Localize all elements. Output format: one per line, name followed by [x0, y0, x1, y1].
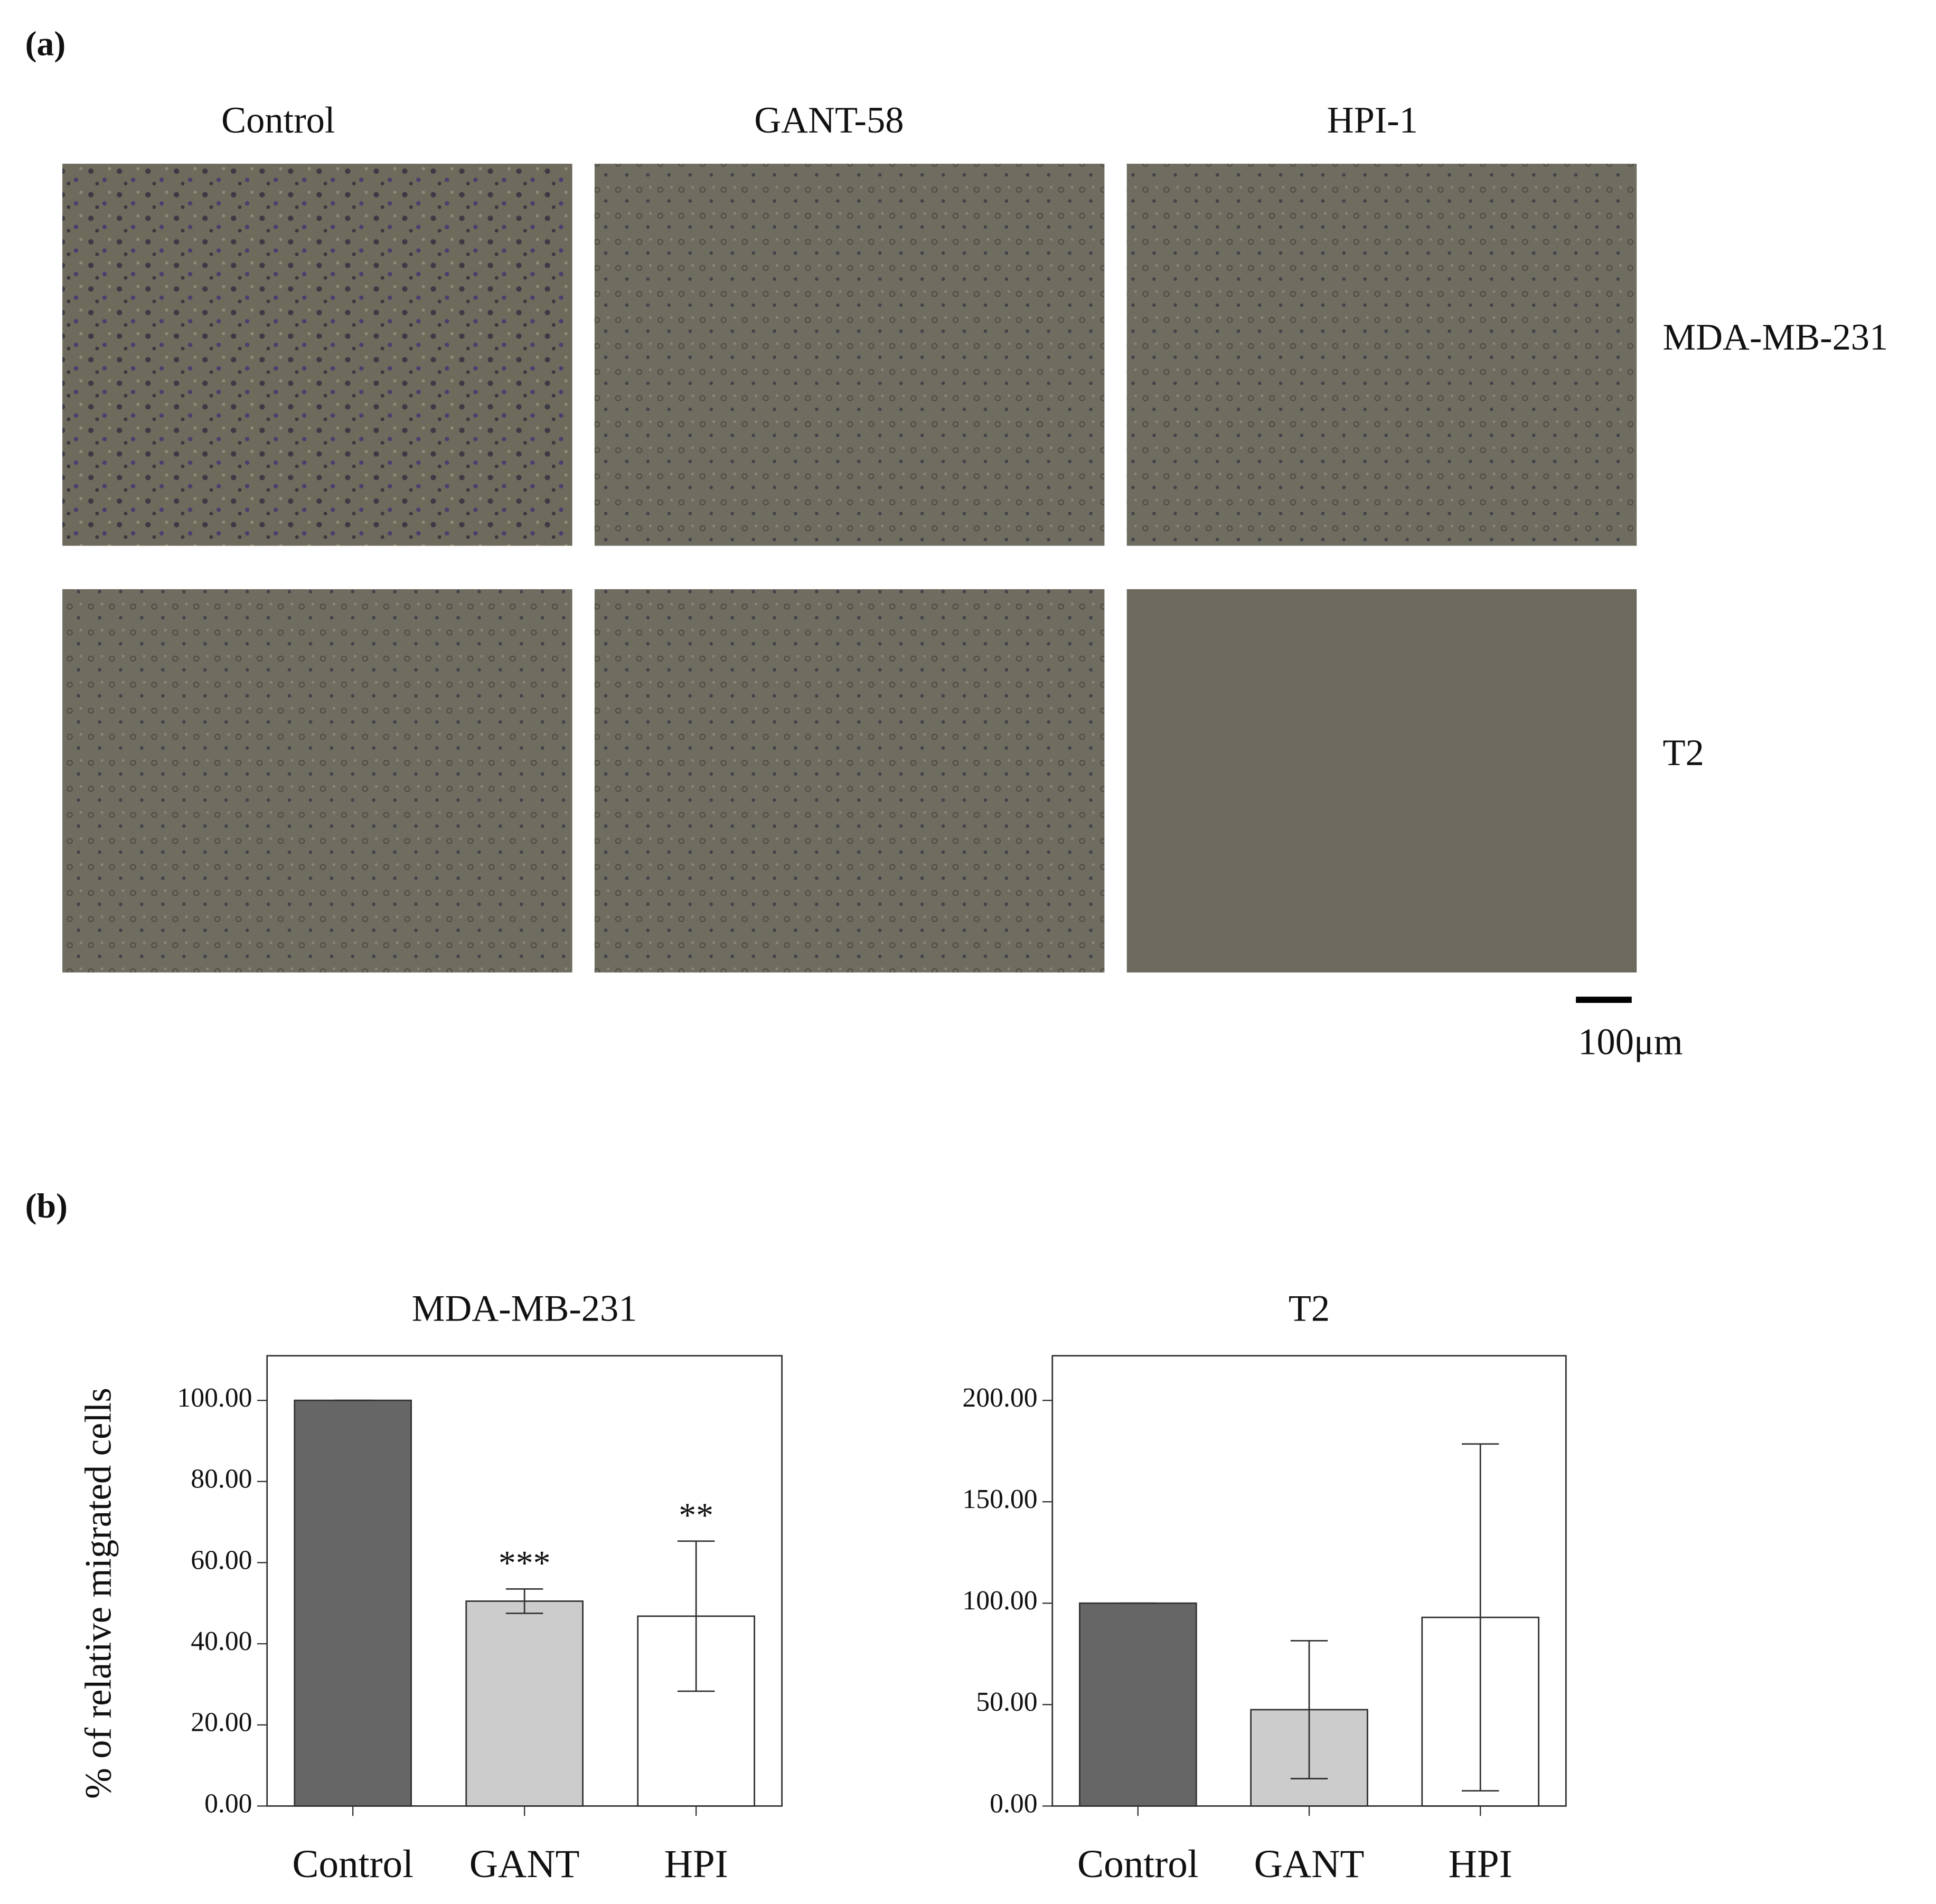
- error-bar: [1461, 1443, 1499, 1792]
- error-bar: [1290, 1639, 1328, 1779]
- bar: [294, 1399, 412, 1807]
- bar: [465, 1600, 584, 1807]
- y-tick-label: 200.00: [962, 1383, 1037, 1413]
- error-bar: [505, 1588, 543, 1614]
- y-tick-label: 50.00: [976, 1687, 1037, 1717]
- y-tick-label: 100.00: [962, 1586, 1037, 1616]
- scale-bar-label: 100μm: [1578, 1022, 1683, 1063]
- panel-label: (a): [25, 24, 66, 63]
- micrograph: [62, 589, 572, 973]
- row-label: MDA-MB-231: [1663, 317, 1888, 358]
- micrograph: [62, 164, 572, 546]
- y-tick-label: 20.00: [191, 1708, 252, 1738]
- x-tick-label: GANT: [469, 1842, 580, 1886]
- x-tick-label: HPI: [664, 1842, 728, 1886]
- chart-title: T2: [1289, 1288, 1330, 1330]
- x-tick-label: HPI: [1449, 1842, 1512, 1886]
- y-tick-label: 40.00: [191, 1626, 252, 1656]
- micrograph: [1126, 164, 1637, 546]
- x-tick-label: Control: [292, 1842, 413, 1886]
- x-tick-label: Control: [1077, 1842, 1199, 1886]
- micrograph: [1126, 589, 1637, 973]
- plot-frame: [1051, 1355, 1567, 1807]
- column-label: Control: [221, 100, 335, 141]
- row-label: T2: [1663, 732, 1704, 774]
- panel-label: (b): [25, 1187, 68, 1226]
- y-axis-label: % of relative migrated cells: [78, 1388, 119, 1799]
- annotation: **: [679, 1496, 713, 1535]
- y-tick-label: 80.00: [191, 1464, 252, 1494]
- error-bar: [677, 1540, 715, 1692]
- y-tick-label: 0.00: [204, 1788, 252, 1818]
- y-tick-label: 100.00: [177, 1383, 252, 1413]
- micrograph: [594, 164, 1105, 546]
- column-label: HPI-1: [1327, 100, 1418, 141]
- column-label: GANT-58: [754, 100, 904, 141]
- micrograph: [594, 589, 1105, 973]
- y-tick-label: 150.00: [962, 1484, 1037, 1514]
- y-tick-label: 60.00: [191, 1545, 252, 1575]
- bar: [1079, 1602, 1197, 1807]
- chart-title: MDA-MB-231: [412, 1288, 637, 1330]
- annotation: ***: [499, 1544, 551, 1582]
- x-tick-label: GANT: [1254, 1842, 1365, 1886]
- y-tick-label: 0.00: [990, 1788, 1037, 1818]
- plot-frame: [266, 1355, 783, 1807]
